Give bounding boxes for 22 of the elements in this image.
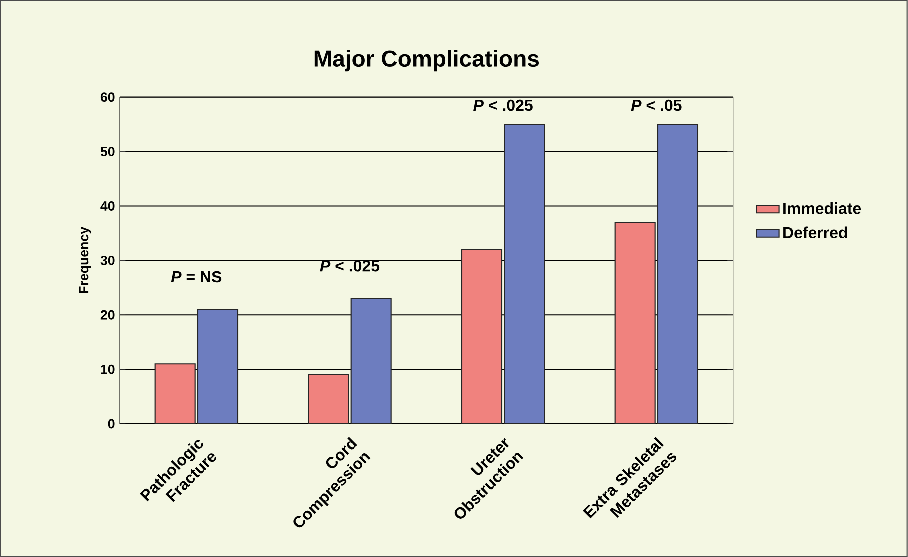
annotation: P < .025 xyxy=(474,100,533,111)
y-axis-title: Frequency xyxy=(79,226,92,294)
bar xyxy=(461,249,503,424)
legend-label: Immediate xyxy=(784,202,862,214)
y-tick-label: 40 xyxy=(100,201,115,211)
bar xyxy=(197,308,239,424)
bar xyxy=(504,124,546,424)
bar xyxy=(350,298,392,424)
bar xyxy=(154,363,196,424)
y-tick-label: 10 xyxy=(101,364,115,374)
y-tick-label: 50 xyxy=(100,146,115,156)
y-tick-label: 30 xyxy=(100,256,115,266)
bar xyxy=(308,374,350,424)
annotation: P < .05 xyxy=(631,100,682,111)
y-tick-label: 0 xyxy=(108,419,115,429)
legend-label: Deferred xyxy=(784,226,848,238)
y-tick-label: 60 xyxy=(100,92,115,102)
annotation: P = NS xyxy=(171,271,222,282)
bar xyxy=(614,222,656,424)
chart-title: Major Complications xyxy=(314,50,540,72)
bar xyxy=(657,124,699,424)
y-tick-label: 20 xyxy=(100,310,115,320)
